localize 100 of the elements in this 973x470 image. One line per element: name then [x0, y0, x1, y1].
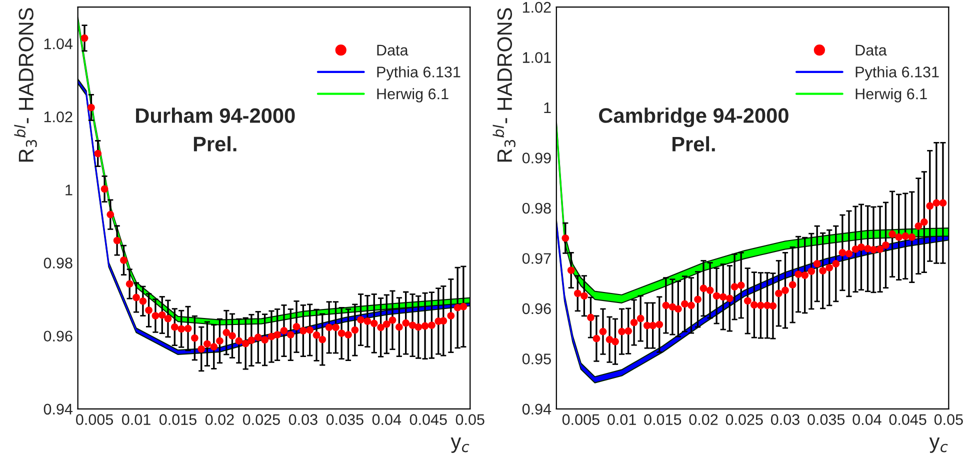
y-tick-label: 0.99 — [522, 152, 551, 164]
x-tick-label: 0.05 — [456, 414, 484, 425]
y-tick-label: 0.97 — [522, 253, 551, 264]
point — [164, 314, 172, 322]
point — [139, 297, 147, 305]
point — [300, 327, 307, 334]
point — [351, 326, 359, 334]
annotation: Cambridge 94-2000 Prel. — [599, 108, 788, 152]
point — [152, 312, 160, 320]
point — [460, 302, 468, 310]
y-tick-label: 1 — [66, 184, 72, 196]
point — [280, 327, 288, 334]
point — [447, 312, 455, 320]
point — [158, 311, 166, 319]
y-tick-label: 0.94 — [44, 404, 73, 415]
y-tick-label: 1 — [544, 102, 551, 114]
y-tick-label: 1.02 — [44, 112, 72, 122]
point — [395, 323, 403, 331]
point — [113, 236, 121, 244]
point — [222, 328, 230, 336]
point — [408, 322, 416, 329]
y-tick-label: 1.04 — [44, 38, 73, 50]
point — [377, 324, 384, 332]
point — [440, 317, 448, 325]
point — [332, 324, 340, 332]
y-tick-label: 0.98 — [44, 258, 72, 268]
point — [338, 330, 346, 337]
annotation: Durham 94-2000 Prel. — [136, 108, 295, 152]
point — [286, 331, 294, 338]
point — [88, 104, 95, 112]
x-tick-label: 0.01 — [608, 414, 636, 425]
point — [145, 306, 152, 314]
x-tick-label: 0.025 — [726, 414, 763, 425]
point — [126, 280, 134, 288]
x-tick-label: 0.03 — [770, 414, 800, 425]
point — [132, 294, 140, 302]
y-tick-label: 0.94 — [522, 404, 552, 415]
point — [242, 340, 250, 348]
point — [198, 345, 206, 353]
point — [382, 320, 390, 328]
point — [428, 322, 436, 329]
point — [421, 322, 429, 330]
point — [388, 316, 396, 324]
point — [94, 150, 102, 158]
legend-label: Herwig 6.1 — [377, 88, 448, 102]
point — [254, 334, 262, 341]
x-tick-label: 0.01 — [122, 414, 150, 425]
point — [235, 337, 243, 345]
x-tick-label: 0.03 — [288, 414, 318, 425]
y-tick-label: 0.98 — [522, 202, 551, 214]
point — [402, 319, 410, 327]
x-tick-label: 0.035 — [808, 414, 845, 425]
point — [120, 256, 128, 264]
x-tick-label: 0.005 — [76, 414, 114, 425]
point — [414, 323, 422, 331]
point — [357, 316, 364, 324]
y-tick-label: 0.95 — [522, 354, 551, 364]
point — [306, 326, 314, 334]
point — [274, 331, 281, 338]
x-tick-label: 0.045 — [889, 414, 926, 425]
point — [80, 34, 88, 42]
legend-label: Pythia 6.131 — [377, 66, 460, 80]
point — [370, 320, 378, 328]
point — [204, 340, 211, 348]
point — [216, 337, 224, 345]
legend-label: Data — [856, 44, 887, 56]
point — [178, 325, 186, 333]
point — [106, 210, 114, 218]
x-axis-title: y$_{c}$ — [450, 438, 470, 453]
y-tick-label: 0.96 — [44, 330, 72, 342]
x-tick-label: 0.05 — [934, 414, 963, 425]
x-tick-label: 0.025 — [242, 414, 280, 425]
point — [325, 324, 333, 332]
y-tick-label: 1.02 — [522, 2, 551, 13]
x-tick-label: 0.04 — [372, 414, 402, 425]
point — [100, 185, 108, 193]
legend-label: Data — [377, 44, 408, 56]
y-tick-label: 0.96 — [522, 303, 551, 314]
y-axis-title: R$_{3}$$^{bl}$- HADRONS — [492, 8, 516, 162]
point — [312, 331, 320, 339]
point — [184, 324, 192, 332]
point — [248, 336, 256, 344]
x-axis-title: y$_{c}$ — [929, 438, 948, 453]
point — [210, 343, 218, 350]
x-tick-label: 0.015 — [159, 414, 196, 425]
x-tick-label: 0.02 — [689, 414, 718, 425]
point — [318, 336, 326, 344]
point — [170, 323, 178, 331]
x-tick-label: 0.015 — [644, 414, 682, 425]
point — [228, 332, 236, 340]
legend-label: Pythia 6.131 — [856, 66, 939, 80]
y-tick-label: 1.01 — [522, 52, 551, 63]
point — [364, 318, 372, 325]
x-tick-label: 0.02 — [205, 414, 234, 425]
y-axis-title: R$_{3}$$^{bl}$- HADRONS — [14, 8, 37, 162]
x-tick-label: 0.035 — [326, 414, 364, 425]
x-tick-label: 0.045 — [410, 414, 447, 425]
x-tick-label: 0.04 — [852, 414, 882, 425]
point — [261, 336, 268, 344]
point — [344, 331, 352, 338]
